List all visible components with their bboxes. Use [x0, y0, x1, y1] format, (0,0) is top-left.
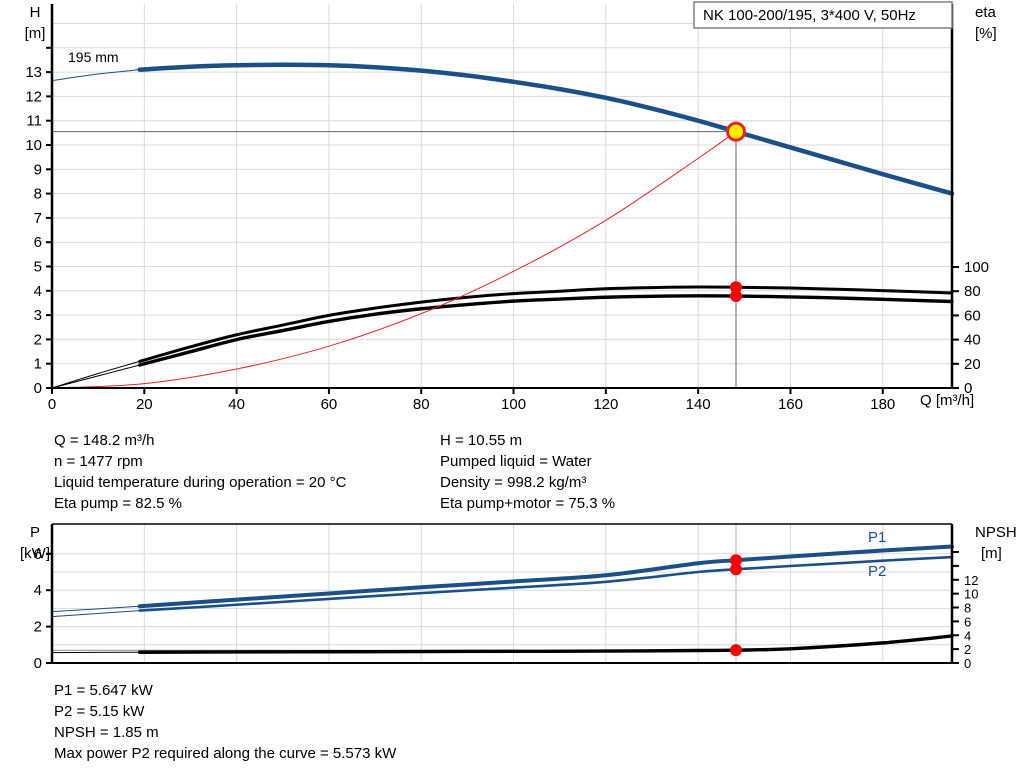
- impeller-size-label: 195 mm: [68, 49, 119, 65]
- power-chart-gridlines: [52, 524, 952, 664]
- svg-text:2: 2: [34, 331, 42, 348]
- power-chart-curves: [51, 544, 954, 657]
- svg-text:120: 120: [593, 396, 618, 413]
- svg-text:10: 10: [964, 587, 978, 602]
- duty-info-left-line-0: Q = 148.2 m³/h: [54, 432, 155, 449]
- duty-info-right-line-2: Density = 998.2 kg/m³: [440, 474, 587, 491]
- p1-duty-dot: [730, 554, 742, 567]
- duty-info-left: Q = 148.2 m³/h n = 1477 rpm Liquid tempe…: [54, 430, 346, 514]
- svg-text:60: 60: [321, 396, 338, 413]
- duty-info-right-line-0: H = 10.55 m: [440, 432, 523, 449]
- svg-text:10: 10: [25, 137, 42, 154]
- power-info-line-0: P1 = 5.647 kW: [54, 682, 153, 699]
- eta-motor-duty-dot: [730, 290, 742, 303]
- p2-duty-dot: [730, 563, 742, 576]
- head-axis-unit: [m]: [25, 25, 46, 42]
- svg-text:60: 60: [964, 307, 981, 324]
- svg-text:4: 4: [964, 628, 971, 643]
- npsh-axis-name: NPSH: [975, 524, 1017, 541]
- svg-text:6: 6: [34, 546, 42, 563]
- head-chart-curves: [51, 62, 955, 389]
- svg-text:100: 100: [501, 396, 526, 413]
- power-axis-name: P: [30, 524, 40, 541]
- svg-text:40: 40: [964, 332, 981, 349]
- svg-text:4: 4: [34, 283, 42, 300]
- svg-text:9: 9: [34, 161, 42, 178]
- pump-title-box: NK 100-200/195, 3*400 V, 50Hz: [693, 1, 953, 29]
- svg-text:20: 20: [136, 396, 153, 413]
- svg-text:6: 6: [964, 614, 971, 629]
- p1-series-label: P1: [868, 529, 886, 546]
- svg-text:12: 12: [964, 573, 978, 588]
- svg-text:8: 8: [34, 186, 42, 203]
- duty-info-left-line-2: Liquid temperature during operation = 20…: [54, 474, 347, 491]
- eta-axis-unit: [%]: [975, 25, 997, 42]
- svg-text:20: 20: [964, 356, 981, 373]
- head-chart-gridlines: [52, 4, 952, 388]
- svg-text:0: 0: [964, 656, 971, 671]
- svg-text:40: 40: [228, 396, 245, 413]
- power-info-line-1: P2 = 5.15 kW: [54, 703, 145, 720]
- npsh-duty-dot: [730, 644, 742, 657]
- svg-text:2: 2: [34, 619, 42, 636]
- svg-text:8: 8: [964, 601, 971, 616]
- svg-text:7: 7: [34, 210, 42, 227]
- duty-info-right: H = 10.55 m Pumped liquid = Water Densit…: [440, 430, 615, 514]
- eta-duty-dot: [730, 281, 742, 294]
- svg-text:160: 160: [778, 396, 803, 413]
- svg-text:6: 6: [34, 234, 42, 251]
- duty-info-left-line-3: Eta pump = 82.5 %: [54, 495, 182, 512]
- svg-text:0: 0: [34, 655, 42, 672]
- svg-text:100: 100: [964, 259, 989, 276]
- duty-info-left-line-1: n = 1477 rpm: [54, 453, 143, 470]
- svg-text:80: 80: [413, 396, 430, 413]
- power-chart-axes: [46, 523, 959, 664]
- svg-text:180: 180: [870, 396, 895, 413]
- q-axis-label: Q [m³/h]: [920, 392, 974, 409]
- svg-text:0: 0: [964, 380, 972, 397]
- svg-text:140: 140: [686, 396, 711, 413]
- svg-text:0: 0: [48, 396, 56, 413]
- svg-text:4: 4: [34, 582, 42, 599]
- head-axis-name: H: [30, 4, 41, 21]
- svg-text:5: 5: [34, 259, 42, 276]
- power-info-block: P1 = 5.647 kW P2 = 5.15 kW NPSH = 1.85 m…: [54, 680, 396, 764]
- svg-text:13: 13: [25, 64, 42, 81]
- duty-info-right-line-3: Eta pump+motor = 75.3 %: [440, 495, 616, 512]
- svg-text:11: 11: [26, 113, 42, 130]
- pump-title: NK 100-200/195, 3*400 V, 50Hz: [703, 7, 916, 24]
- svg-text:3: 3: [34, 307, 42, 324]
- power-info-line-2: NPSH = 1.85 m: [54, 724, 159, 741]
- svg-text:1: 1: [34, 356, 42, 373]
- eta-axis-name: eta: [975, 4, 997, 21]
- svg-text:2: 2: [964, 642, 971, 657]
- p2-series-label: P2: [868, 563, 886, 580]
- npsh-axis-unit: [m]: [981, 545, 1002, 562]
- svg-text:12: 12: [25, 88, 42, 105]
- power-info-line-3: Max power P2 required along the curve = …: [54, 745, 397, 762]
- head-chart-axes: [46, 4, 959, 394]
- power-axis-unit: [kW]: [20, 545, 50, 562]
- svg-text:0: 0: [34, 380, 42, 397]
- svg-text:80: 80: [964, 283, 981, 300]
- duty-point-marker[interactable]: [726, 121, 746, 142]
- duty-info-right-line-1: Pumped liquid = Water: [440, 453, 592, 470]
